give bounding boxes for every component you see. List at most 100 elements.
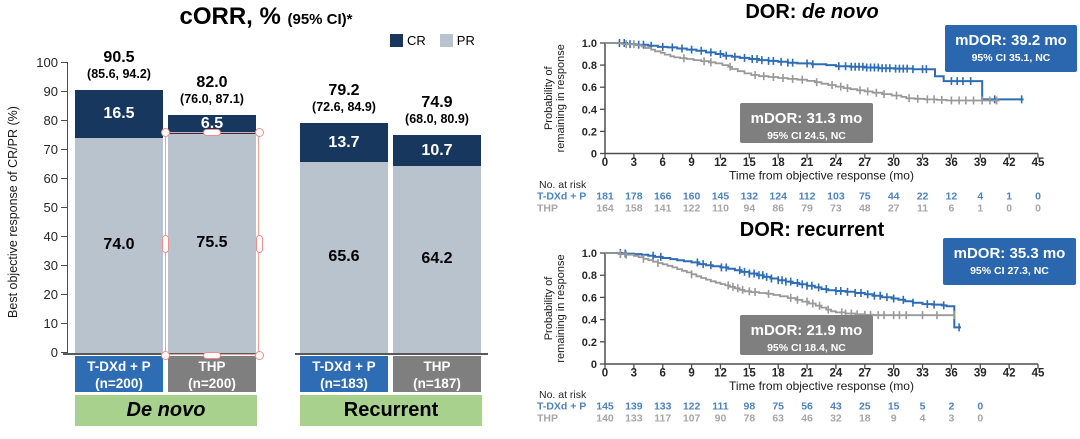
bar-pr-segment [393, 166, 481, 354]
risk-count: 166 [654, 191, 672, 203]
y-axis-tick [61, 119, 68, 122]
risk-row-label: T-DXd + P [537, 191, 586, 203]
y-axis-tick-label: 40 [43, 228, 58, 244]
risk-count: 46 [801, 413, 813, 425]
y-axis-tick [61, 235, 68, 238]
bar-total-value: 90.5 [103, 49, 135, 67]
arm-n: (n=187) [413, 376, 461, 392]
x-axis-tick-label: 21 [801, 157, 814, 169]
risk-row-label: THP [537, 413, 558, 425]
x-axis-tick-label: 0 [602, 157, 608, 169]
mdor-value: mDOR: 21.9 mo [751, 322, 863, 339]
bar-chart-legend: CR PR [390, 33, 475, 48]
y-axis-tick [61, 177, 68, 180]
bar-chart-title-suffix: (95% CI)* [287, 11, 353, 28]
risk-count: 0 [1006, 203, 1012, 215]
risk-count: 132 [741, 191, 759, 203]
bar-total-label: 74.9 (68.0, 80.9) [375, 93, 499, 127]
risk-count: 1 [1006, 191, 1012, 203]
risk-count: 12 [946, 191, 958, 203]
y-axis-tick-label: 70 [43, 141, 58, 157]
x-axis-tick-label: 15 [743, 368, 756, 380]
risk-count: 9 [891, 413, 897, 425]
km-title: DOR: de novo [745, 1, 878, 23]
y-axis-tick-label: 0.6 [582, 82, 597, 94]
y-axis-tick-label: 0 [591, 149, 597, 161]
risk-count: 73 [830, 203, 842, 215]
legend-item-cr: CR [390, 33, 426, 48]
legend-swatch-cr-icon [390, 34, 403, 47]
corr-bar-chart-panel: cORR, % (95% CI)* CR PR Best objective r… [0, 0, 535, 439]
legend-swatch-pr-icon [439, 34, 453, 47]
y-axis-tick-label: 1.0 [582, 248, 597, 260]
risk-count: 15 [888, 401, 900, 413]
risk-count: 79 [801, 203, 813, 215]
risk-count: 181 [596, 191, 614, 203]
risk-count: 25 [859, 401, 871, 413]
risk-count: 133 [625, 413, 643, 425]
x-axis-tick-label: 33 [916, 157, 929, 169]
arm-name: THP [198, 358, 226, 374]
risk-count: 0 [977, 401, 983, 413]
x-axis-tick-label: 9 [688, 157, 694, 169]
risk-count: 122 [683, 203, 701, 215]
selection-handle [203, 351, 221, 359]
risk-count: 18 [859, 413, 871, 425]
risk-count: 139 [625, 401, 643, 413]
x-axis-tick-label: 42 [1003, 157, 1016, 169]
y-axis-tick-label: 0.4 [582, 315, 598, 327]
bar-total-value: 82.0 [196, 73, 228, 91]
bar-pr-value: 75.5 [196, 233, 228, 251]
x-axis-tick-label: 6 [660, 368, 666, 380]
mdor-box-gray_box [740, 315, 873, 355]
bar-cr-value: 16.5 [103, 105, 135, 123]
risk-count: 27 [888, 203, 900, 215]
y-axis-tick-label: 100 [36, 54, 58, 70]
x-axis-tick-label: 45 [1032, 157, 1045, 169]
mdor-value: mDOR: 35.3 mo [954, 245, 1066, 262]
km-title: DOR: recurrent [740, 220, 885, 241]
y-axis-tick-label: 20 [43, 286, 58, 302]
x-axis-tick-label: 12 [714, 157, 727, 169]
risk-count: 75 [772, 401, 784, 413]
y-axis-tick [61, 90, 68, 93]
y-axis-tick-label: 0.8 [582, 270, 597, 282]
risk-count: 0 [977, 413, 983, 425]
risk-count: 4 [920, 413, 926, 425]
risk-count: 56 [801, 401, 813, 413]
y-axis-tick [61, 264, 68, 267]
bar-cr-segment [168, 114, 256, 134]
risk-count: 44 [888, 191, 900, 203]
mdor-ci: 95% CI 18.4, NC [767, 342, 846, 354]
arm-label-box: THP (n=200) [168, 355, 256, 392]
risk-count: 141 [654, 203, 672, 215]
bar-total-value: 79.2 [328, 81, 360, 99]
risk-count: 90 [715, 413, 727, 425]
arm-n: (n=200) [95, 376, 143, 392]
bar-pr-value: 65.6 [328, 248, 360, 266]
arm-label-box: T-DXd + P (n=183) [300, 355, 388, 392]
risk-row-label: T-DXd + P [537, 401, 586, 413]
selection-handle [160, 350, 170, 360]
y-axis-tick-label: 0.8 [582, 60, 597, 72]
risk-count: 140 [596, 413, 614, 425]
risk-count: 32 [830, 413, 842, 425]
x-axis-tick-label: 12 [714, 368, 727, 380]
x-axis-tick-label: 33 [916, 368, 929, 380]
km-curve-thp [605, 42, 1000, 102]
x-axis-baseline [295, 352, 488, 355]
risk-count: 1 [977, 203, 983, 215]
y-axis-tick-label: 0 [591, 359, 597, 371]
y-axis-label: remaining in response [555, 254, 567, 362]
arm-name: T-DXd + P [312, 358, 376, 374]
bar-total-label: 90.5 (85.6, 94.2) [57, 48, 181, 82]
x-axis-tick-label: 39 [974, 157, 987, 169]
y-axis-tick-label: 0.4 [582, 104, 598, 116]
bar-cr-segment [75, 90, 163, 138]
risk-count: 75 [859, 191, 871, 203]
risk-count: 78 [743, 413, 755, 425]
selection-handle [254, 350, 264, 360]
y-axis-tick-label: 60 [43, 170, 58, 186]
x-axis-tick-label: 3 [631, 157, 637, 169]
